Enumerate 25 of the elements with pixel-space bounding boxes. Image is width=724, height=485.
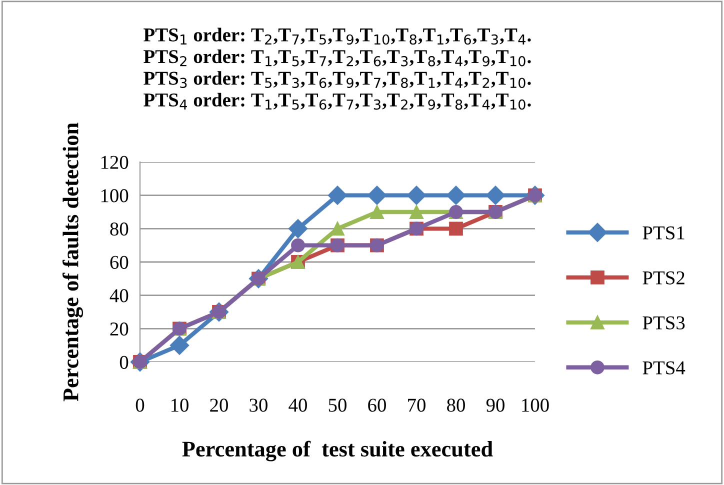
x-tick-label: 10 <box>171 398 188 412</box>
y-tick-label: 20 <box>110 322 128 336</box>
y-tick-label: 80 <box>110 222 128 236</box>
chart-title: PTS$_{1}$ order: T$_{2}$,T$_{7}$,T$_{5}$,T$_{9}$,T$_{10}$,T$_{8}$,T$_{1}$,T$_{6}$,T$_{3}$,T$_{4}$. PTS$_{2}$ order: T$_{1}$,T$_{5}$,T$_{7}$,T$_{2}$,T$_{6}$,T$_{3}$,T$_{8}$,T$_{4}$,T$_{9}$,T$_{10}$. PTS$_{3}$ order: T$_{5}$,T$_{3}$,T$_{6}$,T$_{9}$,T$_{7}$,T$_{8}$,T$_{1}$,T$_{4}$,T$_{2}$,T$_{10}$. PTS$_{4}$ order: T$_{1}$,T$_{5}$,T$_{6}$,T$_{7}$,T$_{3}$,T$_{2}$,T$_{9}$,T$_{8}$,T$_{4}$,T$_{10}$. <box>144 28 531 110</box>
x-tick-label: 60 <box>368 398 386 412</box>
x-tick-label: 50 <box>328 398 346 412</box>
legend-label: PTS1 <box>642 226 684 240</box>
x-tick-label: 70 <box>408 398 426 412</box>
legend-label: PTS2 <box>642 271 684 284</box>
x-tick-label: 80 <box>447 398 465 412</box>
y-axis-title: Percentage of faults detection <box>62 122 84 402</box>
legend-label: PTS4 <box>642 361 686 374</box>
x-tick-label: 90 <box>486 398 504 412</box>
x-tick-label: 0 <box>136 398 144 412</box>
y-tick-label: 40 <box>110 289 128 302</box>
y-tick-label: 60 <box>110 256 128 269</box>
x-tick-label: 20 <box>210 398 228 412</box>
x-tick-label: 40 <box>288 398 307 412</box>
y-tick-label: 100 <box>101 189 128 202</box>
x-tick-label: 100 <box>522 398 549 412</box>
y-tick-label: 120 <box>101 156 128 169</box>
x-tick-label: 30 <box>250 398 268 412</box>
y-tick-label: 0 <box>120 356 128 369</box>
x-axis-title: Percentage of test suite executed <box>182 440 493 462</box>
legend-label: PTS3 <box>642 316 685 330</box>
